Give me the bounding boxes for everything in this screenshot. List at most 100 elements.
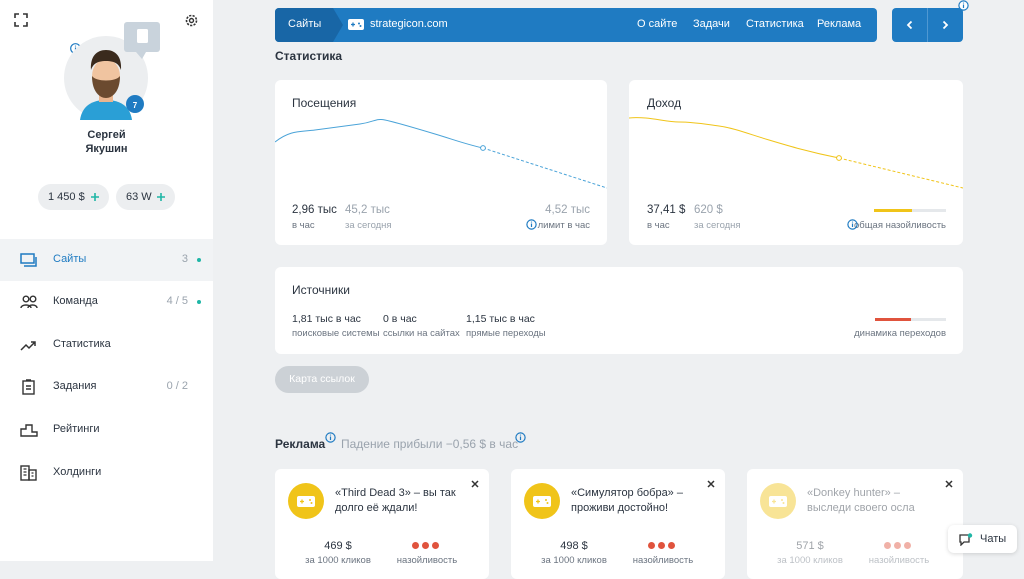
top-link[interactable]: Статистика (746, 18, 804, 30)
meter-dot (422, 542, 429, 549)
meter-label: динамика переходов (854, 328, 946, 339)
nav-icon (20, 341, 36, 351)
plus-icon (91, 193, 99, 201)
meter-label: общая назойливость (854, 220, 946, 231)
metric-value: 37,41 $ (647, 204, 686, 216)
next-button[interactable] (940, 20, 950, 30)
metric-value: 4,52 тыс (545, 204, 590, 216)
ad-price: 498 $ (560, 540, 588, 552)
card-title: Посещения (292, 96, 357, 110)
ad-icon (524, 483, 560, 519)
ad-card[interactable]: «Third Dead 3» – вы так долго её ждали! 4… (275, 469, 489, 579)
ad-card[interactable]: «Симулятор бобра» – проживи достойно! 498… (511, 469, 725, 579)
nav-item[interactable]: Сайты 3 (0, 239, 213, 281)
pager (892, 8, 963, 42)
ad-price: 469 $ (324, 540, 352, 552)
visits-card: Посещения 2,96 тыс в час 45,2 тыс за сег… (275, 80, 607, 245)
info-icon[interactable] (847, 219, 858, 230)
metric-label: лимит в час (537, 220, 590, 231)
close-button[interactable] (471, 479, 479, 488)
nav-count: 3 (181, 253, 188, 265)
nav-dot (197, 300, 201, 304)
ad-meter (648, 542, 678, 550)
site-icon (348, 19, 364, 30)
meter-track (875, 318, 946, 321)
metric-label: прямые переходы (466, 328, 546, 339)
nav-count: 0 / 2 (166, 380, 188, 392)
close-icon (471, 480, 479, 488)
balance-pill[interactable]: 1 450 $ (38, 184, 109, 210)
meter-track (874, 209, 946, 212)
nav-item[interactable]: Задания 0 / 2 (0, 366, 213, 408)
ad-body: «Симулятор бобра» – проживи достойно! 498… (511, 469, 725, 579)
sources-card: Источники 1,81 тыс в час поисковые систе… (275, 267, 963, 354)
close-button[interactable] (707, 479, 715, 488)
meter-fill (875, 318, 911, 321)
ad-text: «Third Dead 3» – вы так долго её ждали! (335, 487, 456, 514)
meter-dot (894, 542, 901, 549)
nav-count: 4 / 5 (166, 295, 188, 307)
metric-label: за сегодня (694, 220, 741, 231)
nav-icon (20, 253, 37, 267)
site-name[interactable]: strategicon.com (370, 18, 448, 30)
close-icon (945, 480, 953, 488)
meter-dot (904, 542, 911, 549)
fullscreen-icon[interactable] (14, 13, 28, 27)
section-title: Реклама (275, 437, 326, 451)
nav-item[interactable]: Холдинги (0, 452, 213, 494)
nav-label: Сайты (53, 253, 87, 265)
nav-item[interactable]: Рейтинги (0, 409, 213, 451)
ad-text: «Симулятор бобра» – проживи достойно! (571, 487, 683, 514)
top-link[interactable]: О сайте (637, 18, 678, 30)
nav-item[interactable]: Статистика (0, 324, 213, 366)
metric-value: 0 в час (383, 313, 417, 325)
info-icon[interactable] (515, 432, 526, 443)
income-card: Доход 37,41 $ в час 620 $ за сегодня общ… (629, 80, 963, 245)
top-bar: Сайты strategicon.com О сайте Задачи Ста… (275, 8, 877, 42)
user-first-name: Сергей (87, 129, 126, 141)
sparkline (275, 119, 607, 189)
meter-dot (648, 542, 655, 549)
section-title: Статистика (275, 49, 343, 63)
nav-icon (20, 465, 37, 481)
metric-label: ссылки на сайтах (383, 328, 460, 339)
chat-label: Чаты (980, 533, 1007, 545)
nav-label: Статистика (53, 338, 111, 350)
level-badge: 7 (132, 101, 138, 110)
nav-label: Рейтинги (53, 423, 100, 435)
nav-label: Задания (53, 380, 97, 392)
meter-dot (884, 542, 891, 549)
info-icon[interactable] (958, 0, 969, 11)
chat-button[interactable]: Чаты (948, 525, 1017, 553)
ad-meter (884, 542, 914, 550)
metric-label: в час (647, 220, 670, 231)
ad-meter (412, 542, 442, 550)
ad-body: «Donkey hunter» – выследи своего осла 571… (747, 469, 963, 579)
chat-icon (959, 533, 973, 546)
balance-pill[interactable]: 63 W (116, 184, 175, 210)
top-link[interactable]: Задачи (693, 18, 730, 30)
sidebar: 7 Сергей Якушин 1 450 $ 63 W Сайты 3 Ком… (0, 0, 213, 561)
nav-item[interactable]: Команда 4 / 5 (0, 281, 213, 323)
ad-icon (760, 483, 796, 519)
breadcrumb-section[interactable]: Сайты (288, 18, 322, 30)
metric-label: в час (292, 220, 315, 231)
settings-icon[interactable] (184, 13, 199, 28)
info-icon[interactable] (325, 432, 336, 443)
nav-icon (22, 379, 35, 395)
links-map-button[interactable]: Карта ссылок (275, 366, 369, 393)
close-button[interactable] (945, 479, 953, 488)
info-icon[interactable] (526, 219, 537, 230)
ad-card[interactable]: «Donkey hunter» – выследи своего осла 571… (747, 469, 963, 579)
avatar[interactable] (60, 18, 165, 123)
nav-label: Команда (53, 295, 98, 307)
ad-body: «Third Dead 3» – вы так долго её ждали! 4… (275, 469, 489, 579)
top-link[interactable]: Реклама (817, 18, 862, 30)
breadcrumb-segment (275, 8, 343, 42)
prev-button[interactable] (905, 20, 915, 30)
ads-subtitle: Падение прибыли −0,56 $ в час (341, 437, 519, 451)
balance: 63 W (126, 191, 152, 203)
meter-dot (658, 542, 665, 549)
nav-dot (197, 258, 201, 262)
